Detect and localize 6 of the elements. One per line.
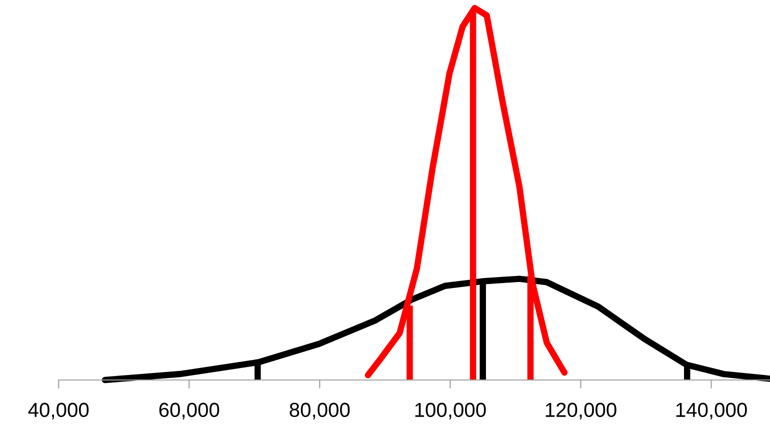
x-tick-label: 80,000 xyxy=(290,402,350,420)
x-tick-label: 140,000 xyxy=(676,402,747,420)
x-tick-label: 100,000 xyxy=(415,402,486,420)
x-tick-label: 40,000 xyxy=(28,402,89,420)
x-tick-label: 60,000 xyxy=(159,402,220,420)
x-tick-label: 120,000 xyxy=(546,402,616,420)
